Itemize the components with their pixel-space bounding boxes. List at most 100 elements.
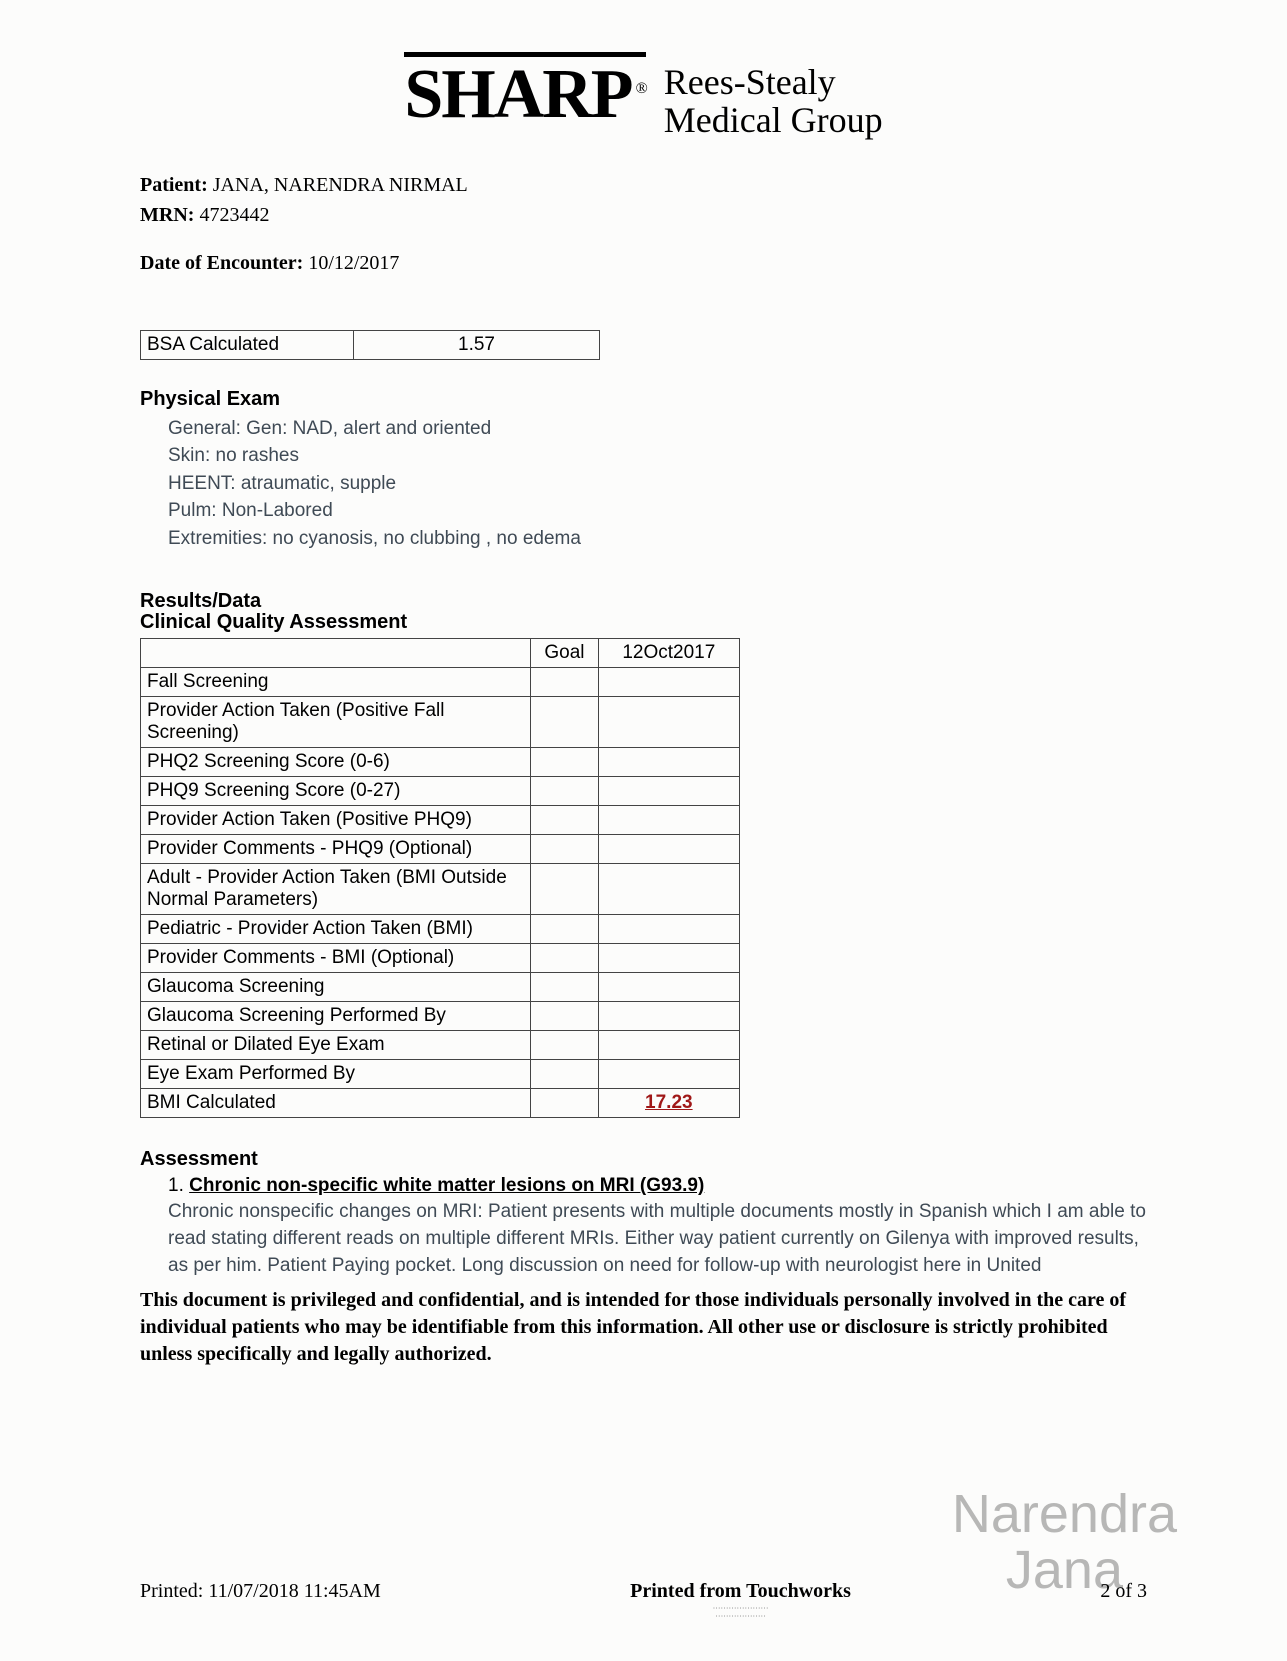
row-goal	[531, 1089, 598, 1118]
table-row: Pediatric - Provider Action Taken (BMI)	[141, 915, 740, 944]
clinical-table: Goal 12Oct2017 Fall ScreeningProvider Ac…	[140, 638, 740, 1118]
row-value	[598, 835, 739, 864]
row-label: Pediatric - Provider Action Taken (BMI)	[141, 915, 531, 944]
footer-printed-value: 11/07/2018 11:45AM	[208, 1580, 380, 1602]
footer: Printed: 11/07/2018 11:45AM Printed from…	[140, 1580, 1147, 1621]
results-subheading: Clinical Quality Assessment	[140, 611, 1147, 634]
footer-printed: Printed: 11/07/2018 11:45AM	[140, 1580, 381, 1603]
bsa-table: BSA Calculated 1.57	[140, 330, 600, 360]
row-label: Glaucoma Screening	[141, 973, 531, 1002]
row-label: Provider Action Taken (Positive PHQ9)	[141, 806, 531, 835]
logo-brand: SHARP®	[404, 60, 645, 130]
table-row: Eye Exam Performed By	[141, 1060, 740, 1089]
row-label: Provider Comments - BMI (Optional)	[141, 944, 531, 973]
row-goal	[531, 915, 598, 944]
table-row: Fall Screening	[141, 668, 740, 697]
assessment-title: Chronic non-specific white matter lesion…	[189, 1175, 704, 1196]
col-date: 12Oct2017	[598, 639, 739, 668]
header-logo: SHARP® Rees-Stealy Medical Group	[140, 60, 1147, 140]
row-goal	[531, 1002, 598, 1031]
row-label: Glaucoma Screening Performed By	[141, 1002, 531, 1031]
physical-exam-body: General: Gen: NAD, alert and oriented Sk…	[168, 415, 1147, 553]
logo-reg: ®	[636, 80, 646, 97]
row-goal	[531, 697, 598, 748]
assessment-body: 1. Chronic non-specific white matter les…	[140, 1175, 1147, 1279]
row-value	[598, 944, 739, 973]
row-label: Eye Exam Performed By	[141, 1060, 531, 1089]
row-goal	[531, 864, 598, 915]
bsa-label: BSA Calculated	[141, 330, 354, 359]
row-value	[598, 806, 739, 835]
row-goal	[531, 777, 598, 806]
exam-line: Extremities: no cyanosis, no clubbing , …	[168, 525, 1147, 553]
row-label: Fall Screening	[141, 668, 531, 697]
row-label: Provider Action Taken (Positive Fall Scr…	[141, 697, 531, 748]
table-row: PHQ9 Screening Score (0-27)	[141, 777, 740, 806]
table-row: Adult - Provider Action Taken (BMI Outsi…	[141, 864, 740, 915]
row-value	[598, 1031, 739, 1060]
exam-line: General: Gen: NAD, alert and oriented	[168, 415, 1147, 443]
patient-name: JANA, NARENDRA NIRMAL	[213, 174, 468, 196]
results-heading: Results/Data	[140, 590, 1147, 613]
footer-tiny: ········································	[381, 1605, 1101, 1621]
row-label: Retinal or Dilated Eye Exam	[141, 1031, 531, 1060]
row-label: Provider Comments - PHQ9 (Optional)	[141, 835, 531, 864]
row-label: PHQ9 Screening Score (0-27)	[141, 777, 531, 806]
row-goal	[531, 668, 598, 697]
bmi-hot-value: 17.23	[645, 1092, 693, 1113]
encounter-value: 10/12/2017	[308, 252, 399, 274]
logo-subtitle: Rees-Stealy Medical Group	[664, 64, 883, 140]
footer-printed-label: Printed:	[140, 1580, 208, 1602]
table-row: Retinal or Dilated Eye Exam	[141, 1031, 740, 1060]
row-value: 17.23	[598, 1089, 739, 1118]
exam-line: HEENT: atraumatic, supple	[168, 470, 1147, 498]
mrn-label: MRN:	[140, 204, 194, 226]
assessment-heading: Assessment	[140, 1148, 1147, 1171]
bsa-value: 1.57	[354, 330, 600, 359]
encounter-label: Date of Encounter:	[140, 252, 303, 274]
exam-line: Skin: no rashes	[168, 442, 1147, 470]
col-goal: Goal	[531, 639, 598, 668]
table-row: Glaucoma Screening Performed By	[141, 1002, 740, 1031]
logo-line2: Medical Group	[664, 102, 883, 140]
patient-label: Patient:	[140, 174, 208, 196]
row-value	[598, 748, 739, 777]
watermark-line1: Narendra	[952, 1486, 1177, 1543]
table-row: BMI Calculated 17.23	[141, 1089, 740, 1118]
disclaimer: This document is privileged and confiden…	[140, 1287, 1147, 1368]
row-label: Adult - Provider Action Taken (BMI Outsi…	[141, 864, 531, 915]
table-row: Provider Comments - BMI (Optional)	[141, 944, 740, 973]
exam-line: Pulm: Non-Labored	[168, 497, 1147, 525]
row-value	[598, 777, 739, 806]
row-goal	[531, 806, 598, 835]
mrn-value: 4723442	[199, 204, 269, 226]
row-label: BMI Calculated	[141, 1089, 531, 1118]
table-row: Glaucoma Screening	[141, 973, 740, 1002]
row-label: PHQ2 Screening Score (0-6)	[141, 748, 531, 777]
table-row: Provider Action Taken (Positive Fall Scr…	[141, 697, 740, 748]
row-value	[598, 1002, 739, 1031]
table-row: PHQ2 Screening Score (0-6)	[141, 748, 740, 777]
footer-page: 2 of 3	[1100, 1580, 1147, 1603]
row-value	[598, 668, 739, 697]
table-row: Provider Comments - PHQ9 (Optional)	[141, 835, 740, 864]
assessment-num: 1.	[168, 1175, 184, 1196]
assessment-text: Chronic nonspecific changes on MRI: Pati…	[168, 1199, 1147, 1279]
row-value	[598, 1060, 739, 1089]
row-goal	[531, 1031, 598, 1060]
row-value	[598, 697, 739, 748]
table-row: Provider Action Taken (Positive PHQ9)	[141, 806, 740, 835]
logo-brand-text: SHARP	[404, 56, 631, 133]
row-goal	[531, 748, 598, 777]
physical-exam-heading: Physical Exam	[140, 388, 1147, 411]
row-value	[598, 973, 739, 1002]
row-goal	[531, 973, 598, 1002]
row-goal	[531, 1060, 598, 1089]
row-goal	[531, 944, 598, 973]
row-goal	[531, 835, 598, 864]
col-blank	[141, 639, 531, 668]
row-value	[598, 864, 739, 915]
patient-block: Patient: JANA, NARENDRA NIRMAL MRN: 4723…	[140, 170, 1147, 230]
row-value	[598, 915, 739, 944]
logo-line1: Rees-Stealy	[664, 64, 883, 102]
